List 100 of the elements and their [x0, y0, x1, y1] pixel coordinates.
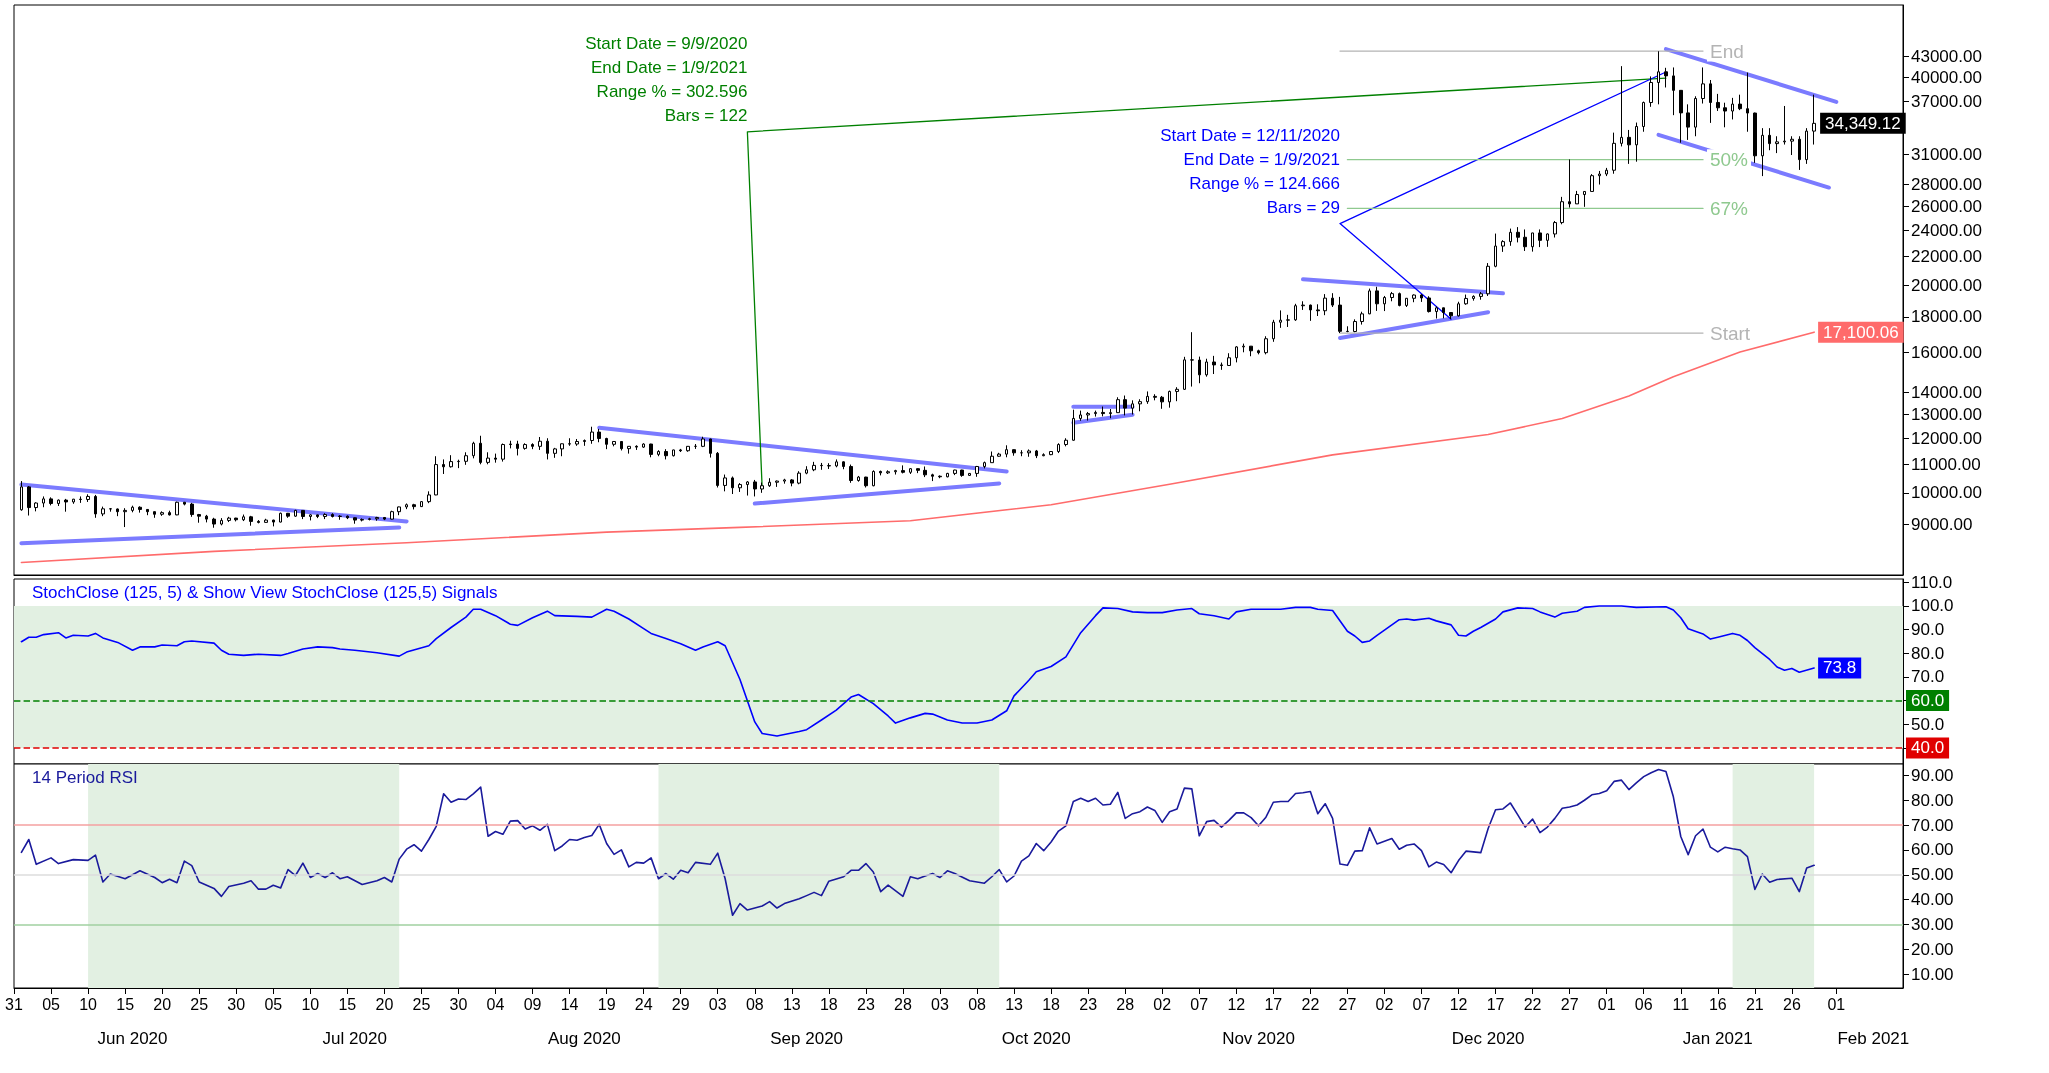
- candlestick: [1812, 94, 1816, 146]
- candlestick: [820, 462, 823, 471]
- candlestick: [1153, 393, 1157, 401]
- x-tick-label: 31: [5, 995, 23, 1013]
- y-tick-label: 70.0: [1911, 667, 1945, 687]
- candlestick: [946, 472, 949, 478]
- candlestick: [1205, 358, 1208, 378]
- x-tick-label: 06: [1634, 995, 1653, 1013]
- chart-title: 14 Period RSI: [32, 768, 138, 787]
- candlestick: [1479, 291, 1483, 301]
- candlestick: [909, 467, 912, 475]
- candlestick: [538, 436, 542, 451]
- candlestick: [123, 507, 127, 528]
- y-tick-label: 20000.00: [1911, 275, 1982, 295]
- x-tick-label: 18: [819, 995, 838, 1013]
- candlestick: [412, 503, 416, 510]
- candlestick: [1501, 239, 1505, 253]
- candlestick: [1183, 356, 1186, 391]
- annotation: End Date = 1/9/2021: [590, 57, 748, 77]
- x2-tick-label: Sep 2020: [770, 1029, 844, 1048]
- x-tick-label: 04: [486, 995, 505, 1013]
- candlestick: [264, 518, 268, 524]
- candlestick: [872, 469, 875, 487]
- x2-tick-label: Jun 2020: [97, 1029, 168, 1048]
- candlestick: [709, 438, 712, 459]
- x-tick-label: 16: [1708, 995, 1727, 1013]
- x-tick-label: 27: [1338, 995, 1357, 1013]
- candlestick: [353, 516, 357, 525]
- x-tick-label: 13: [1005, 995, 1024, 1013]
- candlestick: [1309, 304, 1312, 322]
- candlestick: [390, 510, 394, 520]
- candlestick: [864, 476, 868, 488]
- candlestick: [1301, 300, 1305, 311]
- candlestick: [212, 517, 216, 529]
- y-tick-label: 10.00: [1911, 964, 1954, 984]
- candlestick: [953, 469, 957, 476]
- candlestick: [1294, 303, 1297, 322]
- candlestick: [397, 506, 401, 516]
- x-tick-label: 29: [671, 995, 690, 1013]
- candlestick: [827, 462, 831, 470]
- candlestick: [1560, 196, 1564, 225]
- candlestick: [1805, 127, 1808, 165]
- candlestick: [109, 507, 112, 513]
- candlestick: [86, 493, 90, 503]
- candlestick: [1723, 102, 1727, 128]
- candlestick: [442, 458, 445, 475]
- candlestick: [997, 452, 1001, 458]
- chart-title: StochClose (125, 5) & Show View StochClose (125,5) Signals: [32, 583, 498, 602]
- candlestick: [1746, 72, 1749, 133]
- candlestick: [857, 475, 860, 483]
- candlestick: [1346, 325, 1349, 333]
- candlestick: [1286, 314, 1290, 328]
- candlestick: [768, 477, 771, 488]
- y-tick-label: 40.00: [1911, 890, 1954, 910]
- candlestick: [797, 470, 801, 485]
- candlestick: [72, 498, 75, 505]
- candlestick: [1064, 437, 1068, 447]
- y-tick-label: 16000.00: [1911, 342, 1982, 362]
- candlestick: [1353, 318, 1357, 333]
- candlestick: [331, 512, 334, 518]
- candlestick: [916, 467, 920, 474]
- annotation: Range % = 124.666: [1189, 173, 1340, 193]
- candlestick: [375, 516, 379, 522]
- candlestick: [1449, 311, 1453, 320]
- candlestick: [1701, 66, 1705, 105]
- candlestick: [242, 514, 245, 522]
- candlestick: [338, 514, 342, 521]
- x-tick-label: 07: [1412, 995, 1431, 1013]
- x-tick-label: 08: [745, 995, 764, 1013]
- candlestick: [738, 482, 742, 493]
- candlestick: [272, 519, 275, 527]
- candlestick: [94, 494, 97, 519]
- candlestick: [49, 496, 53, 506]
- candlestick: [960, 469, 964, 478]
- candlestick: [701, 436, 705, 448]
- candlestick: [849, 464, 853, 484]
- candlestick: [1116, 396, 1120, 414]
- x-tick-label: 30: [449, 995, 468, 1013]
- candlestick: [1405, 297, 1408, 308]
- y-tick-label: 60.00: [1911, 840, 1954, 860]
- candlestick: [931, 473, 934, 482]
- candlestick: [420, 500, 423, 508]
- candlestick: [1790, 135, 1794, 156]
- candlestick: [79, 495, 82, 504]
- candlestick: [1783, 105, 1786, 146]
- candlestick: [1494, 233, 1497, 268]
- candlestick: [649, 443, 653, 458]
- candlestick: [1257, 349, 1260, 355]
- series-label: Start: [1709, 322, 1751, 344]
- candlestick: [775, 480, 779, 488]
- candlestick: [672, 449, 675, 457]
- candlestick: [1242, 343, 1245, 353]
- x-tick-label: 28: [894, 995, 912, 1013]
- candlestick: [42, 495, 45, 508]
- candlestick: [1672, 66, 1675, 116]
- candlestick: [1360, 311, 1364, 326]
- x-tick-label: 07: [1190, 995, 1209, 1013]
- y-tick-label: 80.00: [1911, 790, 1954, 810]
- candlestick: [472, 441, 475, 459]
- x-tick-label: 18: [1042, 995, 1061, 1013]
